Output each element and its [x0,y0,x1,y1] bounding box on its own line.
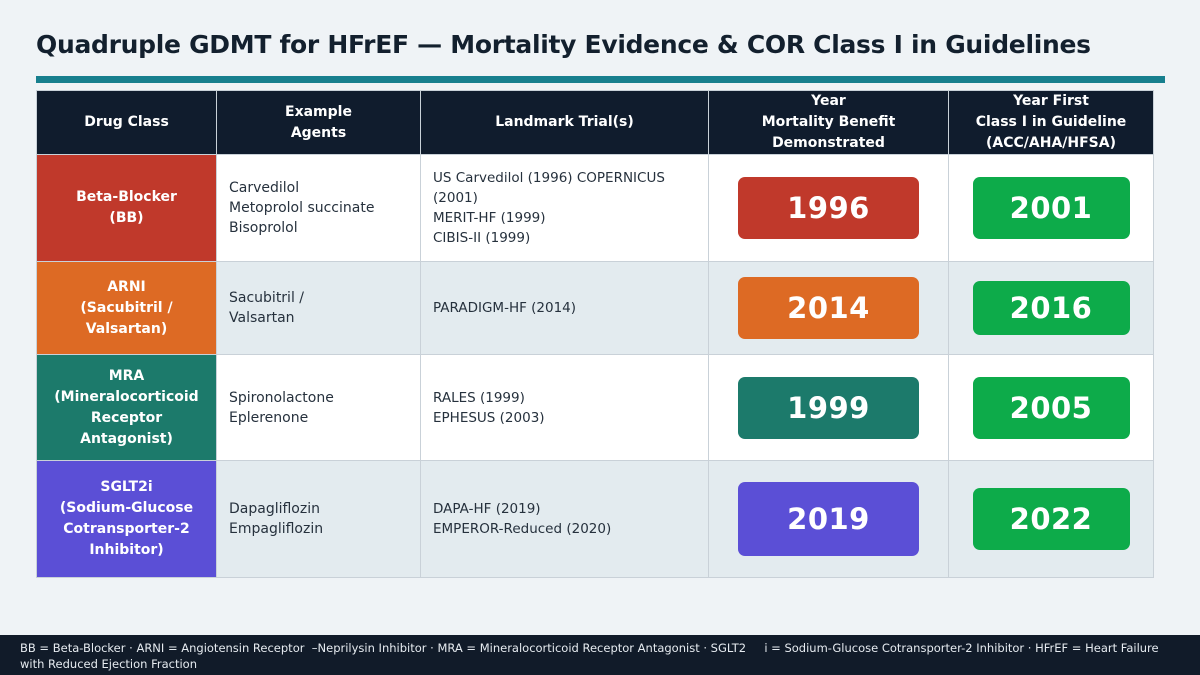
text-line: SGLT2i [100,479,153,495]
table-row-arni: ARNI (Sacubitril / Valsartan) Sacubitril /… [36,261,1154,355]
text-line: Dapagliflozin [229,501,320,517]
text-line: CIBIS-II (1999) [433,230,531,246]
guideline-year-badge: 2016 [972,281,1130,335]
text-line: Year First [1013,93,1089,109]
title-accent-rule [36,76,1165,83]
header-guideline-year: Year First Class I in Guideline (ACC/AHA/H… [948,90,1154,155]
table-header-row: Drug Class Example Agents Landmark Trial(… [36,90,1154,155]
guideline-year-cell: 2001 [948,154,1154,262]
text-line: Eplerenone [229,409,309,426]
agents-cell: Dapagliflozin Empagliflozin [216,460,421,578]
guideline-year-cell: 2022 [948,460,1154,578]
mortality-year-badge: 2014 [738,277,919,339]
guideline-year-cell: 2005 [948,354,1154,461]
table-row-mra: MRA (Mineralocorticoid Receptor Antagonist)… [36,354,1154,461]
drug-class-cell: Beta-Blocker (BB) [36,154,217,262]
text-line: Receptor [90,409,163,426]
text-line: EMPEROR-Reduced (2020) [433,521,612,537]
header-mortality-year: Year Mortality Benefit Demonstrated [708,90,949,155]
text-line: (Mineralocorticoid [54,388,199,405]
trials-cell: US Carvedilol (1996) COPERNICUS (2001) ME… [420,154,709,262]
mortality-year-badge: 1999 [738,376,919,439]
text-line: Mortality Benefit [761,114,896,130]
drug-class-cell: SGLT2i (Sodium-Glucose Cotransporter-2 Inhi… [36,460,217,578]
table-row-sglt2i: SGLT2i (Sodium-Glucose Cotransporter-2 Inhi… [36,460,1154,578]
mortality-year-badge: 2019 [738,482,919,556]
abbreviations-footer: BB = Beta-Blocker · ARNI = Angiotensin R… [0,635,1200,675]
text-line: Example [285,103,352,120]
mortality-year-cell: 1996 [708,154,949,262]
guideline-year-badge: 2005 [972,376,1130,439]
text-line: Antagonist) [80,430,173,447]
text-line: Drug Class [84,114,169,130]
text-line: (BB) [109,210,144,226]
text-line: Sacubitril / [229,290,305,306]
text-line: ARNI [107,278,146,295]
text-line: Agents [290,124,347,141]
table-row-beta-blocker: Beta-Blocker (BB) Carvedilol Metoprolol su… [36,154,1154,262]
text-line: Class I in Guideline [975,114,1127,130]
guideline-year-badge: 2001 [972,177,1130,239]
text-line: (Sodium-Glucose [59,500,194,516]
mortality-year-cell: 1999 [708,354,949,461]
text-line: Metoprolol succinate [229,200,375,216]
text-line: PARADIGM-HF (2014) [433,300,577,316]
agents-cell: Sacubitril / Valsartan [216,261,421,355]
drug-class-cell: ARNI (Sacubitril / Valsartan) [36,261,217,355]
guideline-year-cell: 2016 [948,261,1154,355]
text-line: Valsartan) [85,320,168,337]
agents-cell: Spironolactone Eplerenone [216,354,421,461]
text-line: US Carvedilol (1996) COPERNICUS (2001) [433,170,665,206]
guideline-year-badge: 2022 [972,488,1130,550]
text-line: Demonstrated [772,135,885,151]
header-drug-class: Drug Class [36,90,217,155]
text-line: Valsartan [229,310,295,326]
text-line: Spironolactone [229,389,334,406]
header-example-agents: Example Agents [216,90,421,155]
text-line: Year [811,93,846,109]
text-line: Cotransporter-2 [63,521,190,537]
mortality-year-cell: 2019 [708,460,949,578]
text-line: Bisoprolol [229,220,298,236]
text-line: (Sacubitril / [80,299,173,316]
text-line: Carvedilol [229,180,300,196]
agents-cell: Carvedilol Metoprolol succinate Bisoprolol [216,154,421,262]
mortality-year-badge: 1996 [738,177,919,239]
trials-cell: RALES (1999) EPHESUS (2003) [420,354,709,461]
gdmt-table: Drug Class Example Agents Landmark Trial(… [36,90,1154,578]
trials-cell: PARADIGM-HF (2014) [420,261,709,355]
slide-title: Quadruple GDMT for HFrEF — Mortality Evi… [36,30,1091,59]
text-line: Landmark Trial(s) [495,114,634,130]
text-line: RALES (1999) [433,389,525,406]
text-line: EPHESUS (2003) [433,409,545,426]
text-line: DAPA-HF (2019) [433,501,541,517]
text-line: MERIT-HF (1999) [433,210,546,226]
text-line: Empagliflozin [229,521,324,537]
text-line: MRA [108,367,145,384]
text-line: Beta-Blocker [76,189,177,205]
mortality-year-cell: 2014 [708,261,949,355]
header-landmark-trials: Landmark Trial(s) [420,90,709,155]
text-line: Inhibitor) [89,542,164,558]
text-line: (ACC/AHA/HFSA) [986,135,1116,151]
trials-cell: DAPA-HF (2019) EMPEROR-Reduced (2020) [420,460,709,578]
drug-class-cell: MRA (Mineralocorticoid Receptor Antagonist) [36,354,217,461]
